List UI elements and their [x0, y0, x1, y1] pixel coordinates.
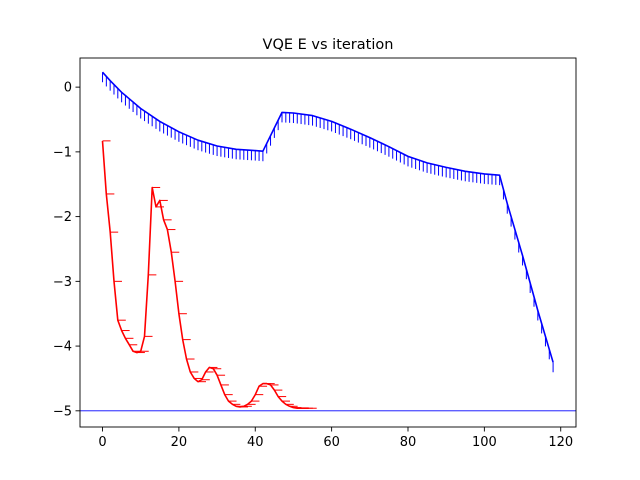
y-tick-label: 0 — [64, 81, 72, 96]
y-tick-label: −1 — [53, 145, 72, 160]
series-line — [101, 140, 309, 410]
y-tick-label: −3 — [53, 275, 72, 290]
x-tick-label: 80 — [400, 435, 417, 450]
axes: 0 20 40 60 80 100 120 0 −1 −2 −3 −4 −5 — [53, 57, 577, 450]
y-tick-label: −2 — [53, 210, 72, 225]
axes-frame — [79, 57, 577, 428]
chart-title: VQE E vs iteration — [263, 37, 394, 53]
x-tick-label: 40 — [247, 435, 264, 450]
plot-area — [80, 71, 576, 412]
y-tick-label: −4 — [53, 340, 72, 355]
y-tick-label: −5 — [53, 404, 72, 419]
x-tick-label: 60 — [323, 435, 340, 450]
x-tick-label: 120 — [548, 435, 573, 450]
x-tick-label: 20 — [171, 435, 188, 450]
series-2 — [101, 140, 317, 410]
series-line — [101, 71, 554, 363]
x-tick-label: 0 — [98, 435, 106, 450]
x-tick-label: 100 — [472, 435, 497, 450]
series-1 — [101, 71, 554, 373]
plot-content — [80, 71, 576, 412]
